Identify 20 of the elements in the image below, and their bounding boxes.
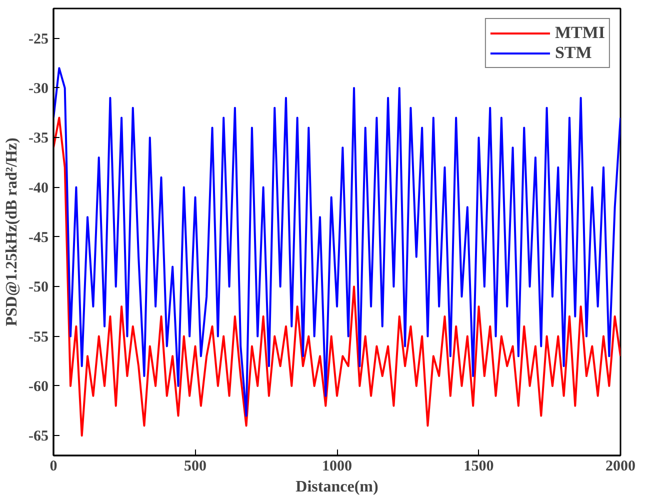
x-tick-label: 2000: [606, 458, 636, 474]
y-tick-label: -35: [28, 130, 49, 147]
y-tick-label: -60: [28, 378, 49, 395]
y-tick-label: -50: [28, 280, 49, 296]
line-series: [54, 116, 620, 437]
x-tick-label: 500: [184, 458, 206, 474]
line-series: [54, 67, 620, 417]
legend-label: STM: [554, 43, 592, 63]
x-tick-label: 0: [50, 458, 58, 474]
y-tick-label: -25: [28, 31, 49, 48]
y-tick-label: -55: [28, 329, 49, 346]
legend-label: MTMI: [554, 23, 605, 43]
y-tick-label: -45: [28, 230, 49, 246]
y-tick-label: -30: [28, 80, 49, 97]
x-tick-label: 1500: [464, 458, 494, 474]
y-tick-label: -40: [28, 180, 49, 196]
y-tick-label: -65: [28, 428, 49, 445]
y-axis-title: PSD@1.25kHz(dB rad²/Hz): [4, 138, 21, 326]
x-axis-title: Distance(m): [296, 478, 378, 496]
x-tick-label: 1000: [322, 458, 352, 474]
